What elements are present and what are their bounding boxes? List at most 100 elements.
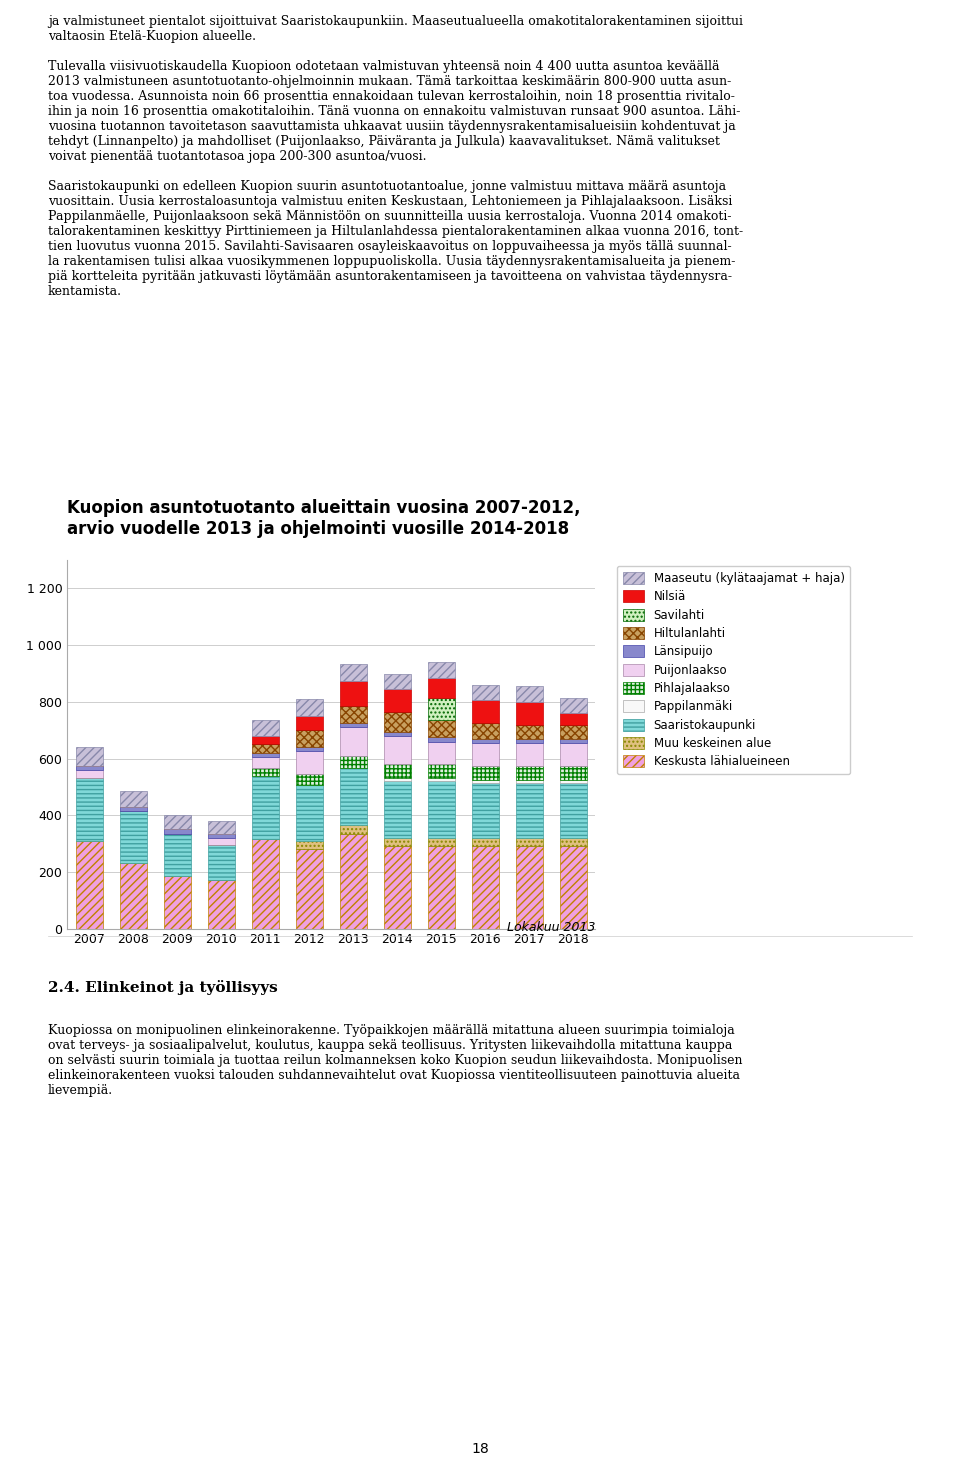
Bar: [340, 768, 367, 825]
Bar: [384, 846, 411, 929]
Bar: [120, 806, 147, 811]
Bar: [560, 846, 587, 929]
Bar: [207, 821, 235, 834]
Bar: [516, 783, 542, 837]
Bar: [76, 747, 103, 765]
Bar: [516, 765, 542, 780]
Bar: [427, 764, 455, 778]
Bar: [471, 846, 499, 929]
Bar: [471, 743, 499, 765]
Bar: [384, 736, 411, 764]
Bar: [471, 837, 499, 846]
Bar: [163, 815, 191, 830]
Bar: [207, 845, 235, 880]
Bar: [516, 725, 542, 738]
Bar: [516, 780, 542, 783]
Bar: [471, 700, 499, 724]
Bar: [471, 685, 499, 700]
Bar: [207, 880, 235, 929]
Bar: [252, 736, 278, 744]
Bar: [560, 837, 587, 846]
Bar: [163, 876, 191, 929]
Bar: [252, 758, 278, 768]
Bar: [252, 721, 278, 736]
Bar: [560, 765, 587, 780]
Text: 2.4. Elinkeinot ja työllisyys: 2.4. Elinkeinot ja työllisyys: [48, 980, 277, 995]
Bar: [296, 716, 323, 730]
Bar: [163, 834, 191, 876]
Bar: [384, 712, 411, 731]
Bar: [252, 775, 278, 839]
Bar: [384, 690, 411, 712]
Bar: [207, 834, 235, 837]
Bar: [252, 744, 278, 753]
Bar: [560, 725, 587, 738]
Bar: [516, 846, 542, 929]
Bar: [471, 765, 499, 780]
Bar: [340, 681, 367, 706]
Bar: [163, 830, 191, 834]
Bar: [471, 780, 499, 783]
Bar: [340, 706, 367, 724]
Text: ja valmistuneet pientalot sijoittuivat Saaristokaupunkiin. Maaseutualueella omak: ja valmistuneet pientalot sijoittuivat S…: [48, 15, 743, 298]
Bar: [296, 849, 323, 929]
Bar: [340, 727, 367, 756]
Bar: [296, 752, 323, 774]
Text: 18: 18: [471, 1443, 489, 1456]
Bar: [427, 697, 455, 721]
Bar: [120, 864, 147, 929]
Bar: [516, 837, 542, 846]
Bar: [296, 840, 323, 849]
Bar: [516, 702, 542, 725]
Bar: [427, 837, 455, 846]
Bar: [471, 738, 499, 743]
Bar: [427, 662, 455, 678]
Bar: [384, 781, 411, 837]
Bar: [252, 753, 278, 758]
Bar: [427, 678, 455, 697]
Bar: [76, 840, 103, 929]
Bar: [427, 778, 455, 781]
Text: Kuopion asuntotuotanto alueittain vuosina 2007-2012,
arvio vuodelle 2013 ja ohje: Kuopion asuntotuotanto alueittain vuosin…: [67, 500, 581, 538]
Bar: [560, 738, 587, 743]
Bar: [207, 837, 235, 845]
Bar: [340, 834, 367, 929]
Bar: [384, 731, 411, 736]
Bar: [516, 738, 542, 743]
Bar: [516, 743, 542, 765]
Bar: [296, 774, 323, 786]
Bar: [296, 730, 323, 747]
Bar: [340, 825, 367, 834]
Bar: [340, 663, 367, 681]
Bar: [296, 786, 323, 840]
Bar: [560, 743, 587, 765]
Bar: [471, 783, 499, 837]
Text: Kuopiossa on monipuolinen elinkeinorakenne. Työpaikkojen määrällä mitattuna alue: Kuopiossa on monipuolinen elinkeinoraken…: [48, 1024, 742, 1098]
Bar: [76, 778, 103, 840]
Bar: [384, 778, 411, 781]
Bar: [252, 839, 278, 929]
Bar: [384, 837, 411, 846]
Bar: [384, 674, 411, 690]
Bar: [560, 780, 587, 783]
Bar: [560, 713, 587, 725]
Bar: [560, 783, 587, 837]
Text: Lokakuu 2013: Lokakuu 2013: [507, 921, 595, 935]
Bar: [340, 756, 367, 768]
Bar: [296, 699, 323, 716]
Legend: Maaseutu (kylätaajamat + haja), Nilsiä, Savilahti, Hiltulanlahti, Länsipuijo, Pu: Maaseutu (kylätaajamat + haja), Nilsiä, …: [617, 566, 851, 774]
Bar: [471, 724, 499, 738]
Bar: [76, 769, 103, 778]
Bar: [560, 697, 587, 713]
Bar: [120, 792, 147, 806]
Bar: [76, 765, 103, 769]
Bar: [296, 747, 323, 752]
Bar: [516, 687, 542, 702]
Bar: [384, 764, 411, 778]
Bar: [427, 737, 455, 741]
Bar: [427, 846, 455, 929]
Bar: [120, 811, 147, 864]
Bar: [427, 781, 455, 837]
Bar: [427, 741, 455, 764]
Bar: [427, 721, 455, 737]
